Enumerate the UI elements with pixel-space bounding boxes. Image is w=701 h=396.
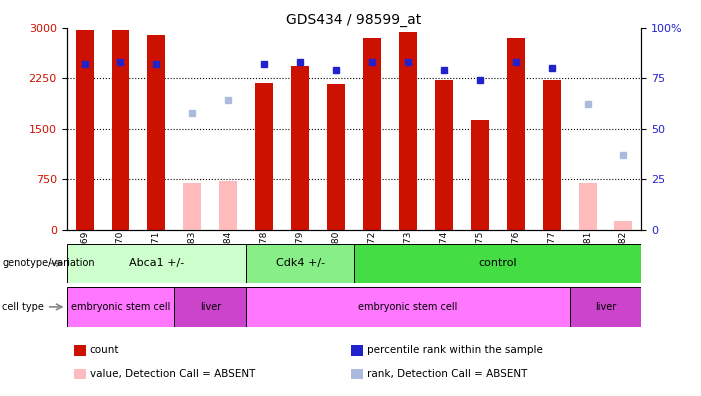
Bar [246, 244, 354, 283]
Bar [291, 66, 309, 230]
Bar [255, 83, 273, 230]
Text: liver: liver [595, 302, 616, 312]
Bar [399, 32, 417, 230]
Bar [67, 287, 175, 327]
Bar [507, 38, 524, 230]
Text: rank, Detection Call = ABSENT: rank, Detection Call = ABSENT [367, 369, 527, 379]
Text: value, Detection Call = ABSENT: value, Detection Call = ABSENT [90, 369, 255, 379]
Text: Cdk4 +/-: Cdk4 +/- [275, 258, 325, 268]
Bar [435, 80, 453, 230]
Text: embryonic stem cell: embryonic stem cell [71, 302, 170, 312]
Text: count: count [90, 345, 119, 356]
Bar [578, 183, 597, 230]
Bar [327, 84, 345, 230]
Text: Abca1 +/-: Abca1 +/- [129, 258, 184, 268]
Bar [246, 287, 569, 327]
Bar [175, 287, 246, 327]
Title: GDS434 / 98599_at: GDS434 / 98599_at [287, 13, 421, 27]
Bar [354, 244, 641, 283]
Text: control: control [478, 258, 517, 268]
Bar [67, 244, 246, 283]
Bar [569, 287, 641, 327]
Bar [219, 181, 237, 230]
Bar [147, 35, 165, 230]
Bar [76, 30, 93, 230]
Text: embryonic stem cell: embryonic stem cell [358, 302, 458, 312]
Text: percentile rank within the sample: percentile rank within the sample [367, 345, 543, 356]
Bar [615, 221, 632, 230]
Text: liver: liver [200, 302, 221, 312]
Bar [471, 120, 489, 230]
Bar [363, 38, 381, 230]
Bar [543, 80, 561, 230]
Bar [111, 30, 130, 230]
Bar [184, 183, 201, 230]
Text: genotype/variation: genotype/variation [2, 258, 95, 268]
Text: cell type: cell type [2, 302, 44, 312]
